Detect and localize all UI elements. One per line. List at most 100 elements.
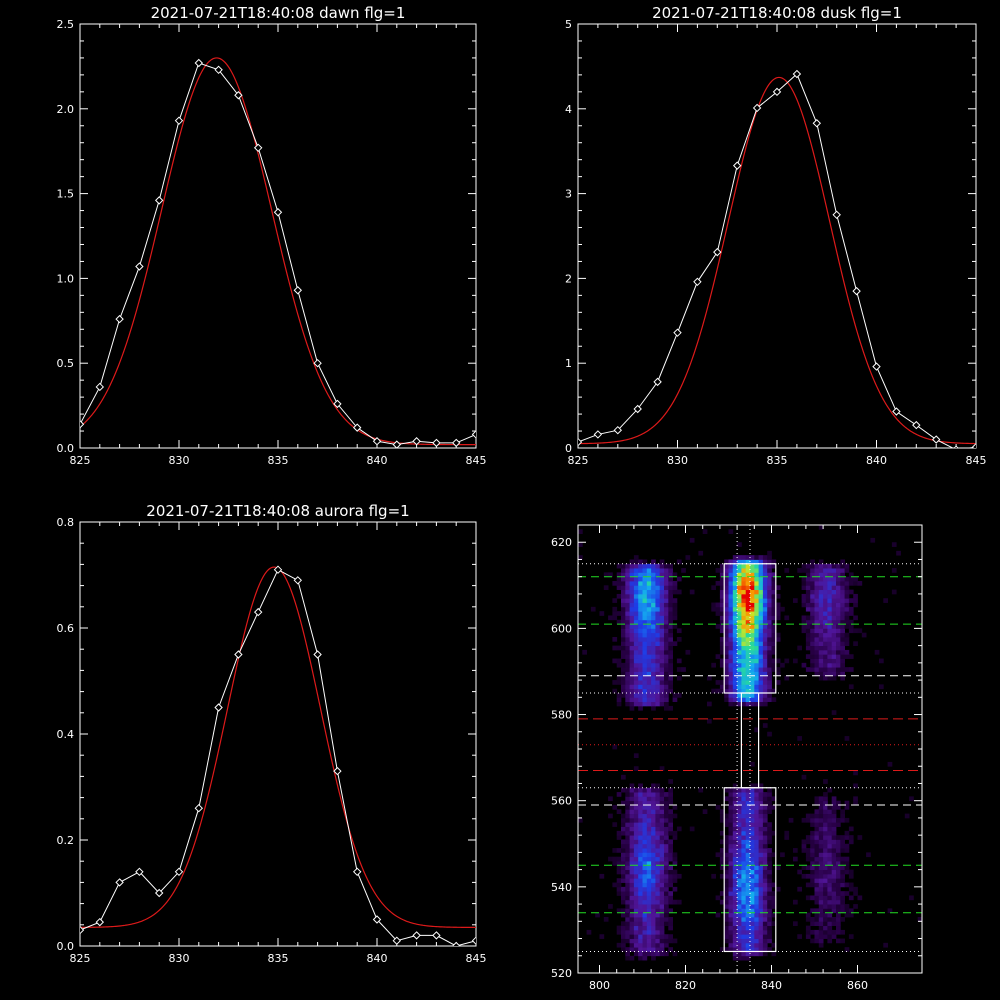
image-pixel (621, 688, 626, 694)
image-pixel (625, 822, 630, 827)
data-point-diamond (892, 407, 901, 416)
image-pixel (621, 589, 626, 595)
image-pixel (810, 645, 815, 651)
image-pixel (655, 606, 661, 612)
image-pixel (629, 886, 635, 892)
image-pixel (638, 917, 643, 922)
data-point-diamond (253, 143, 263, 153)
image-pixel (831, 830, 837, 836)
image-pixel (750, 813, 755, 819)
image-pixel (672, 856, 678, 862)
image-pixel (840, 813, 845, 819)
image-pixel (762, 947, 768, 952)
image-pixel (646, 908, 652, 914)
image-pixel (797, 886, 802, 892)
image-pixel (745, 606, 751, 612)
image-pixel (638, 637, 643, 642)
image-pixel (724, 908, 729, 914)
image-pixel (621, 693, 626, 698)
image-pixel (814, 934, 820, 939)
image-pixel (857, 628, 863, 634)
image-pixel (664, 921, 669, 927)
image-pixel (664, 611, 669, 616)
image-pixel (655, 649, 661, 655)
image-pixel (719, 611, 725, 616)
image-pixel (836, 576, 841, 582)
image-pixel (784, 675, 790, 681)
image-pixel (638, 826, 643, 832)
image-pixel (651, 598, 656, 603)
image-pixel (638, 624, 643, 629)
image-pixel (814, 839, 820, 845)
image-pixel (612, 744, 618, 750)
image-pixel (719, 848, 725, 853)
image-pixel (638, 947, 643, 952)
image-pixel (642, 658, 648, 664)
image-pixel (827, 852, 833, 858)
image-pixel (659, 632, 665, 638)
image-pixel (814, 917, 820, 922)
gaussian-fit-line (578, 76, 976, 445)
image-pixel (724, 576, 729, 582)
image-pixel (664, 701, 669, 707)
image-pixel (629, 878, 635, 883)
image-pixel (664, 878, 669, 883)
image-pixel (793, 598, 798, 603)
image-pixel (668, 830, 673, 836)
image-pixel (754, 598, 759, 603)
image-pixel (848, 589, 854, 595)
image-pixel (724, 895, 729, 901)
image-pixel (732, 947, 738, 952)
image-pixel (646, 809, 652, 815)
image-pixel (836, 904, 841, 909)
image-pixel (651, 680, 656, 685)
image-pixel (655, 817, 661, 823)
image-pixel (728, 632, 734, 638)
image-pixel (732, 938, 738, 944)
image-pixel (848, 624, 854, 629)
image-pixel (810, 593, 815, 599)
image-pixel (767, 576, 772, 582)
image-pixel (754, 882, 759, 888)
image-pixel (724, 822, 729, 827)
image-pixel (668, 705, 673, 711)
image-pixel (823, 805, 828, 810)
image-pixel (793, 921, 798, 927)
image-pixel (642, 904, 648, 909)
image-pixel (840, 593, 845, 599)
image-pixel (621, 581, 626, 586)
image-pixel (814, 817, 820, 823)
image-pixel (642, 606, 648, 612)
image-pixel (810, 822, 815, 827)
image-pixel (672, 693, 678, 698)
image-pixel (754, 581, 759, 586)
image-pixel (728, 624, 734, 629)
image-pixel (810, 835, 815, 840)
image-pixel (801, 865, 807, 871)
image-pixel (818, 878, 824, 883)
image-pixel (754, 572, 759, 578)
image-pixel (715, 852, 721, 858)
image-pixel (844, 581, 850, 586)
image-pixel (651, 667, 656, 672)
image-pixel (737, 839, 742, 845)
image-pixel (633, 817, 639, 823)
image-pixel (805, 581, 811, 586)
image-pixel (814, 572, 820, 578)
image-pixel (745, 667, 751, 672)
image-pixel (633, 921, 639, 927)
image-pixel (638, 848, 643, 853)
image-pixel (823, 667, 828, 672)
image-pixel (603, 585, 609, 591)
image-pixel (659, 585, 665, 591)
image-pixel (771, 563, 777, 569)
image-pixel (810, 667, 815, 672)
image-pixel (840, 589, 845, 595)
image-pixel (823, 843, 828, 849)
image-pixel (633, 585, 639, 591)
image-pixel (655, 585, 661, 591)
image-pixel (732, 800, 738, 806)
image-pixel (664, 654, 669, 659)
image-pixel (719, 947, 725, 952)
image-pixel (668, 641, 673, 647)
